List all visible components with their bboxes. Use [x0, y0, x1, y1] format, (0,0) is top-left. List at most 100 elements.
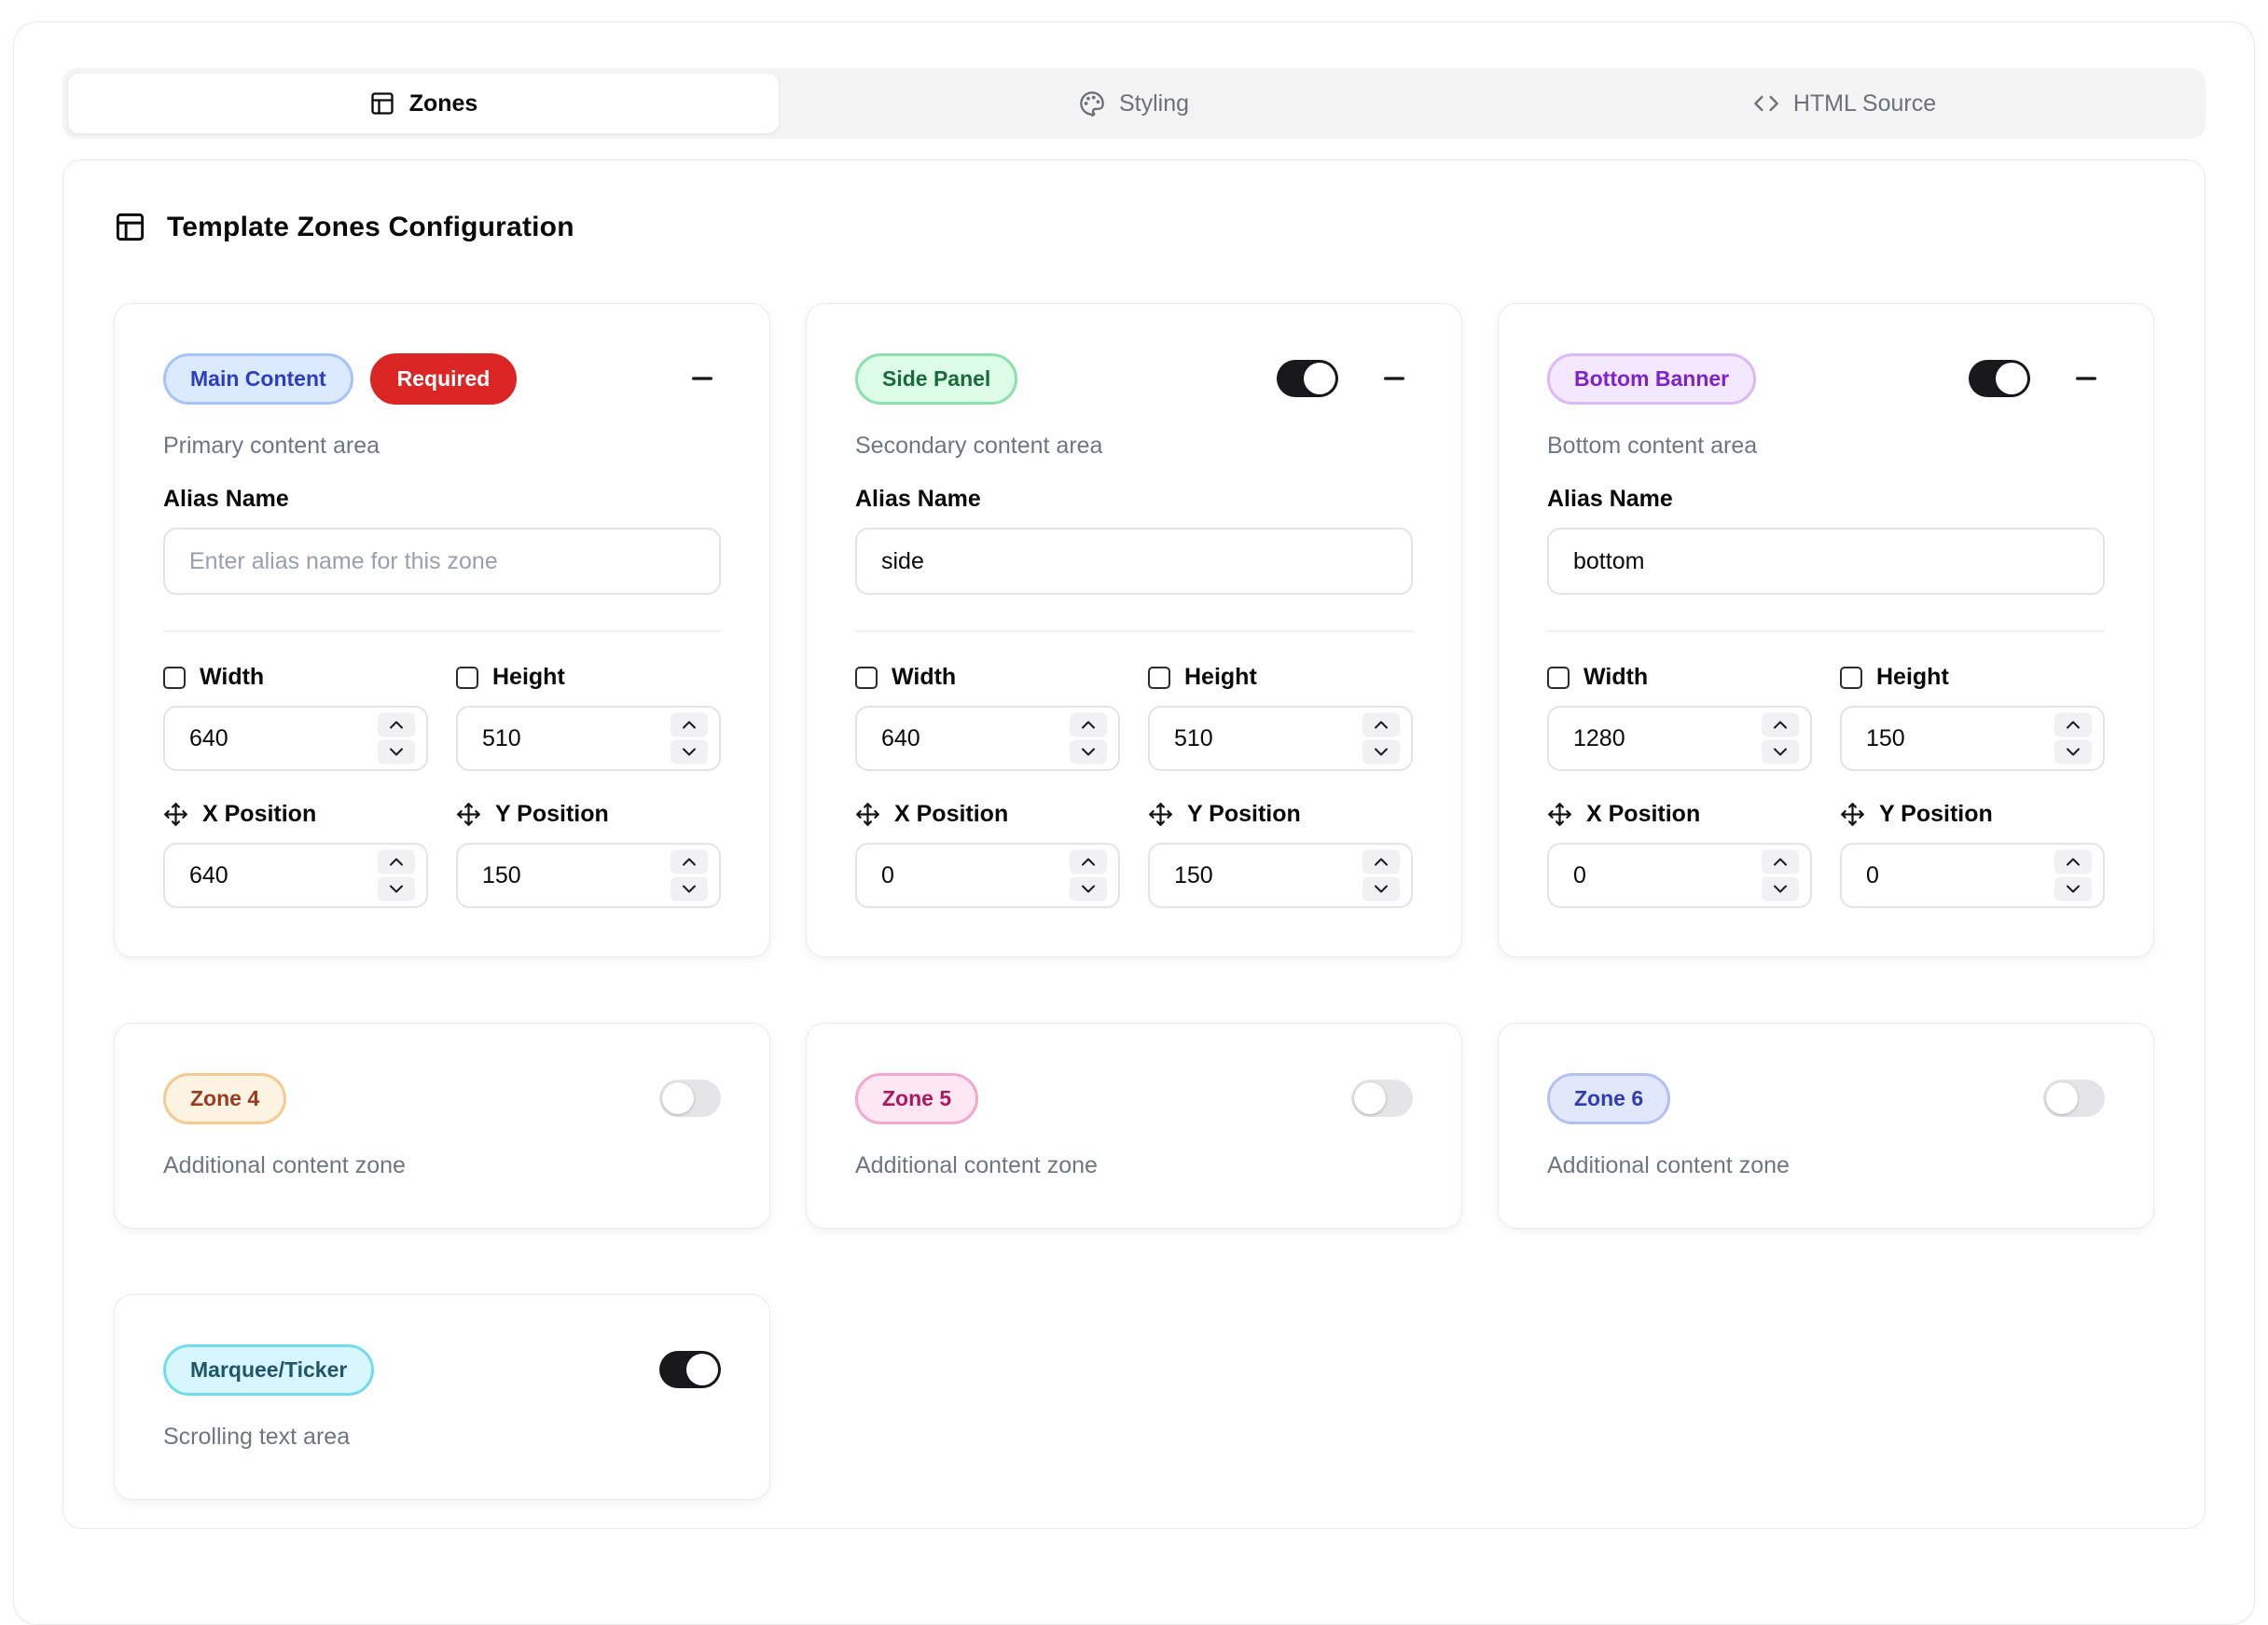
zone-description: Secondary content area — [855, 433, 1103, 459]
height-checkbox[interactable] — [1840, 666, 1862, 689]
move-icon — [1548, 803, 1571, 826]
zone-card-main-content: Main Content Required Primary content ar… — [114, 303, 770, 957]
stepper-up-button[interactable] — [1762, 712, 1799, 737]
zone-enabled-toggle[interactable] — [1277, 360, 1338, 397]
zones-grid: Main Content Required Primary content ar… — [114, 303, 2154, 1500]
stepper-up-button[interactable] — [1362, 849, 1400, 874]
y-position-label: Y Position — [1879, 801, 1993, 827]
stepper-down-button[interactable] — [1362, 739, 1400, 764]
stepper-up-button[interactable] — [378, 849, 415, 874]
height-field: Height — [1840, 664, 2105, 771]
x-position-input[interactable] — [1547, 843, 1812, 908]
toggle-knob — [1304, 363, 1335, 394]
zone-enabled-toggle[interactable] — [2043, 1080, 2105, 1117]
chevron-down-icon — [1774, 885, 1787, 893]
width-checkbox[interactable] — [855, 666, 878, 689]
height-field: Height — [456, 664, 721, 771]
zone-enabled-toggle[interactable] — [659, 1080, 721, 1117]
toggle-knob — [2046, 1082, 2078, 1114]
stepper-up-button[interactable] — [2054, 849, 2092, 874]
move-icon — [1841, 803, 1864, 826]
zone-description: Bottom content area — [1547, 433, 1758, 459]
chevron-down-icon — [1375, 885, 1388, 893]
toggle-knob — [686, 1354, 718, 1385]
alias-input[interactable] — [1547, 528, 2105, 595]
tab-html-source[interactable]: HTML Source — [1489, 74, 2200, 133]
stepper-up-button[interactable] — [2054, 712, 2092, 737]
stepper-up-button[interactable] — [1070, 849, 1107, 874]
stepper-down-button[interactable] — [378, 739, 415, 764]
code-icon — [1754, 95, 1778, 112]
stepper-down-button[interactable] — [2054, 876, 2092, 902]
height-label: Height — [1184, 664, 1257, 690]
stepper — [1070, 712, 1107, 764]
alias-input[interactable] — [855, 528, 1413, 595]
chevron-up-icon — [1774, 858, 1787, 866]
stepper-down-button[interactable] — [2054, 739, 2092, 764]
collapse-zone-button[interactable] — [684, 360, 721, 397]
move-icon — [164, 803, 187, 826]
stepper-down-button[interactable] — [1762, 876, 1799, 902]
stepper-up-button[interactable] — [378, 712, 415, 737]
zone-badge: Zone 4 — [163, 1072, 287, 1124]
height-field: Height — [1148, 664, 1413, 771]
height-checkbox[interactable] — [1148, 666, 1170, 689]
stepper-down-button[interactable] — [1070, 739, 1107, 764]
height-checkbox[interactable] — [456, 666, 478, 689]
minus-icon — [2076, 377, 2096, 380]
width-label: Width — [1583, 664, 1649, 690]
collapse-zone-button[interactable] — [2067, 360, 2105, 397]
stepper-down-button[interactable] — [1762, 739, 1799, 764]
stepper — [671, 712, 708, 764]
y-position-input[interactable] — [1148, 843, 1413, 908]
stepper-up-button[interactable] — [1362, 712, 1400, 737]
stepper-down-button[interactable] — [1362, 876, 1400, 902]
x-position-label: X Position — [894, 801, 1009, 827]
zone-enabled-toggle[interactable] — [1351, 1080, 1413, 1117]
stepper-up-button[interactable] — [1070, 712, 1107, 737]
stepper — [1762, 712, 1799, 764]
stepper — [671, 849, 708, 902]
move-icon — [1149, 803, 1172, 826]
zone-card-zone-4: Zone 4 Additional content zone — [114, 1023, 770, 1229]
x-position-field: X Position — [163, 801, 428, 908]
chevron-down-icon — [2067, 748, 2080, 756]
tab-styling[interactable]: Styling — [779, 74, 1489, 133]
move-icon — [457, 803, 480, 826]
chevron-down-icon — [1082, 748, 1095, 756]
chevron-up-icon — [390, 721, 403, 729]
zone-enabled-toggle[interactable] — [1969, 360, 2030, 397]
width-checkbox[interactable] — [1547, 666, 1570, 689]
tab-zones[interactable]: Zones — [68, 74, 779, 133]
zone-card-side-panel: Side Panel Secondary content area Alias … — [806, 303, 1462, 957]
zone-badge: Zone 5 — [855, 1072, 979, 1124]
x-position-label: X Position — [202, 801, 317, 827]
stepper-down-button[interactable] — [671, 876, 708, 902]
chevron-down-icon — [390, 885, 403, 893]
stepper-up-button[interactable] — [671, 712, 708, 737]
tab-label: Styling — [1118, 90, 1190, 117]
tab-bar: Zones Styling HTML Source — [62, 68, 2206, 139]
zone-badge: Side Panel — [855, 352, 1018, 405]
chevron-up-icon — [2067, 721, 2080, 729]
required-badge: Required — [369, 352, 518, 405]
stepper — [1070, 849, 1107, 902]
toggle-knob — [1996, 363, 2027, 394]
zone-enabled-toggle[interactable] — [659, 1351, 721, 1388]
collapse-zone-button[interactable] — [1376, 360, 1413, 397]
stepper-down-button[interactable] — [671, 739, 708, 764]
stepper-up-button[interactable] — [671, 849, 708, 874]
stepper-up-button[interactable] — [1762, 849, 1799, 874]
chevron-down-icon — [1082, 885, 1095, 893]
stepper — [378, 712, 415, 764]
zone-description: Additional content zone — [855, 1152, 1098, 1178]
y-position-field: Y Position — [1840, 801, 2105, 908]
stepper-down-button[interactable] — [1070, 876, 1107, 902]
chevron-down-icon — [1774, 748, 1787, 756]
stepper-down-button[interactable] — [378, 876, 415, 902]
alias-input[interactable] — [163, 528, 721, 595]
width-field: Width — [1547, 664, 1812, 771]
width-field: Width — [855, 664, 1120, 771]
zone-badge: Main Content — [163, 352, 353, 405]
width-checkbox[interactable] — [163, 666, 186, 689]
